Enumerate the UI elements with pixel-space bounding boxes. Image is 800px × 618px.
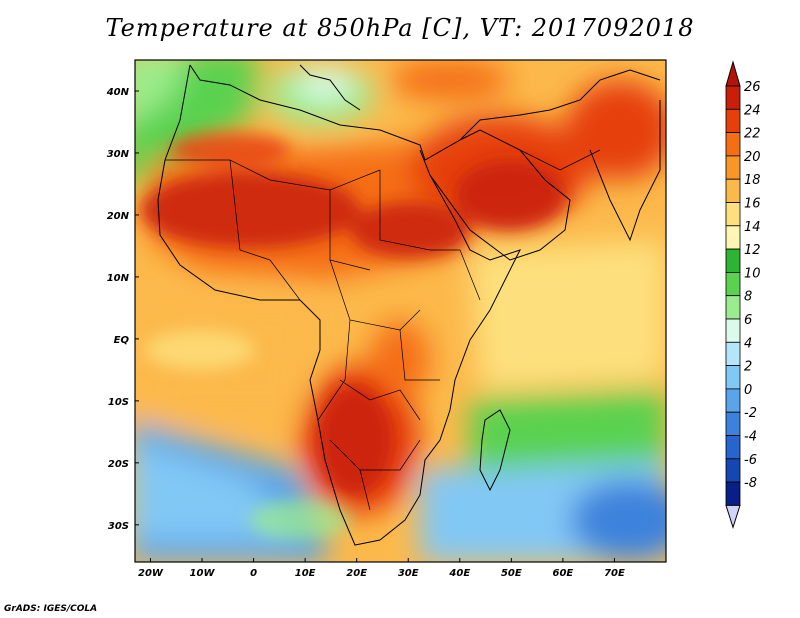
lon-tick-label: 40E — [448, 568, 470, 579]
colorbar-swatch — [725, 108, 741, 134]
chart-title: Temperature at 850hPa [C], VT: 201709201… — [105, 14, 695, 42]
lat-tick-label: 10S — [108, 397, 129, 408]
lat-tick-label: 20N — [107, 211, 130, 222]
colorbar-swatch — [725, 202, 741, 227]
colorbar-swatch — [725, 481, 741, 506]
colorbar-swatch — [725, 85, 741, 110]
colorbar-swatch — [725, 271, 741, 297]
lat-tick-label: 10N — [107, 273, 130, 284]
colorbar-swatch — [725, 295, 741, 320]
colorbar-swatch — [725, 318, 741, 343]
colorbar-swatch — [725, 388, 741, 413]
lon-tick-label: 20E — [346, 568, 367, 579]
colorbar-label: -2 — [744, 406, 757, 421]
lon-tick-label: 10W — [190, 568, 216, 579]
lon-tick-label: 10E — [295, 568, 316, 579]
colorbar-under-arrow — [725, 504, 741, 530]
colorbar-swatch — [725, 458, 741, 483]
colorbar-swatch — [725, 132, 741, 157]
colorbar-label: 22 — [744, 127, 761, 142]
coastlines — [157, 64, 661, 546]
colorbar-swatch — [725, 341, 741, 366]
lat-tick-label: 30N — [107, 149, 130, 160]
colorbar-label: 26 — [744, 80, 761, 95]
colorbar-label: 6 — [744, 313, 752, 328]
colorbar-swatch — [725, 365, 741, 390]
colorbar-label: 18 — [744, 173, 761, 188]
colorbar-label: 12 — [744, 243, 761, 258]
lon-tick-label: 0 — [250, 568, 257, 579]
colorbar-label: 16 — [744, 197, 761, 212]
colorbar-label: -6 — [744, 453, 757, 468]
colorbar-swatch — [725, 225, 741, 250]
colorbar-swatch — [725, 178, 741, 203]
colorbar-label: 10 — [744, 266, 761, 281]
latitude-axis: 40N 30N 20N 10N EQ 10S 20S 30S — [106, 87, 139, 532]
colorbar-label: 8 — [744, 290, 752, 305]
colorbar-label: -8 — [744, 476, 757, 491]
colorbar-swatch — [725, 435, 741, 460]
country-borders — [165, 149, 601, 511]
colorbar-over-arrow — [725, 60, 741, 87]
lon-tick-label: 50E — [501, 568, 522, 579]
lat-tick-label: 30S — [108, 521, 129, 532]
colorbar-swatch — [725, 248, 741, 273]
colorbar-label: -4 — [744, 430, 757, 445]
colorbar-label: 4 — [744, 336, 752, 351]
lon-tick-label: 60E — [553, 568, 574, 579]
plot-frame — [134, 59, 667, 563]
lat-tick-label: 40N — [106, 87, 130, 98]
colorbar-label: 0 — [744, 383, 752, 398]
colorbar-label: 24 — [744, 103, 761, 118]
colorbar-swatch — [725, 155, 741, 180]
longitude-axis: 20W 10W 0 10E 20E 30E 40E 50E 60E 70E — [138, 558, 625, 579]
lon-tick-label: 70E — [604, 568, 625, 579]
footer-credit: GrADS: IGES/COLA — [4, 604, 98, 614]
colorbar-label: 2 — [744, 360, 752, 375]
lat-tick-label: 20S — [108, 459, 129, 470]
colorbar-swatch — [725, 411, 741, 436]
lat-tick-label: EQ — [114, 335, 130, 346]
colorbar-label: 20 — [744, 150, 761, 165]
lon-tick-label: 20W — [138, 568, 164, 579]
colorbar-label: 14 — [744, 220, 761, 235]
lon-tick-label: 30E — [398, 568, 419, 579]
temperature-field — [135, 60, 666, 562]
